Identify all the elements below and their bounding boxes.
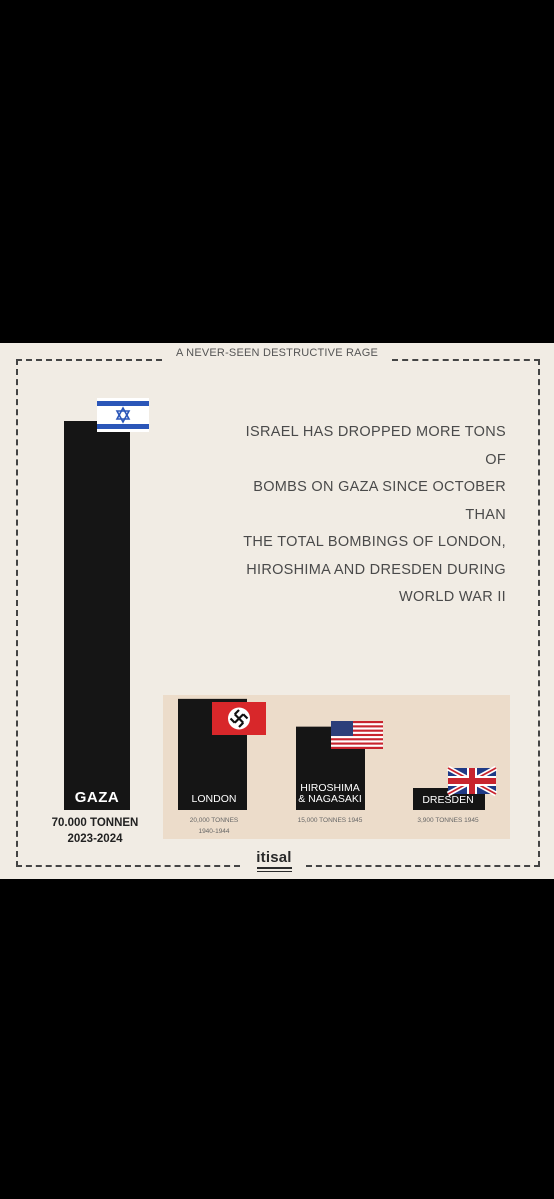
dashed-border-bottom-right xyxy=(306,865,540,867)
dashed-border-top-right xyxy=(392,359,540,361)
panel-header: A NEVER-SEEN DESTRUCTIVE RAGE xyxy=(175,347,378,359)
period-label-london: 1940-1944 xyxy=(198,828,230,835)
value-label-gaza: 70.000 TONNEN xyxy=(51,817,139,829)
headline-line: ISRAEL HAS DROPPED MORE TONS OF xyxy=(245,424,506,468)
headline-line: BOMBS ON GAZA SINCE OCTOBER THAN xyxy=(253,479,506,523)
value-label-london: 20,000 TONNES xyxy=(189,817,239,824)
usa-flag-icon xyxy=(331,721,383,749)
israel-flag-icon xyxy=(97,398,149,432)
bar-chart xyxy=(64,398,498,810)
bar-gaza xyxy=(64,421,130,810)
bar-label-london: LONDON xyxy=(191,793,237,805)
logo-underline xyxy=(257,867,292,874)
nazi-flag-icon xyxy=(212,702,266,735)
dashed-border-bottom-left xyxy=(16,865,240,867)
bar-label-line: & NAGASAKI xyxy=(298,793,362,805)
dashed-border-top-left xyxy=(16,359,162,361)
bar-label-gaza: GAZA xyxy=(74,789,120,806)
value-label-hiroshima: 15,000 TONNES 1945 xyxy=(297,817,363,824)
bar-label-line: HIROSHIMA xyxy=(300,782,360,794)
value-label-dresden: 3,900 TONNES 1945 xyxy=(417,817,479,824)
bar-label-dresden: DRESDEN xyxy=(422,794,474,806)
headline-line: WORLD WAR II xyxy=(399,589,506,605)
dashed-border-left xyxy=(16,359,18,867)
dashed-border-right xyxy=(538,359,540,867)
headline-line: HIROSHIMA AND DRESDEN DURING xyxy=(246,561,506,578)
bar-label-hiroshima: HIROSHIMA & NAGASAKI xyxy=(294,783,366,805)
itisal-logo: itisal xyxy=(256,849,292,866)
period-label-gaza: 2023-2024 xyxy=(67,833,123,845)
headline: ISRAEL HAS DROPPED MORE TONS OF BOMBS ON… xyxy=(228,419,506,612)
headline-line: THE TOTAL BOMBINGS OF LONDON, xyxy=(243,534,506,550)
infographic-panel: A NEVER-SEEN DESTRUCTIVE RAGE ISRAEL HAS… xyxy=(0,343,554,879)
uk-flag-icon xyxy=(446,765,498,797)
